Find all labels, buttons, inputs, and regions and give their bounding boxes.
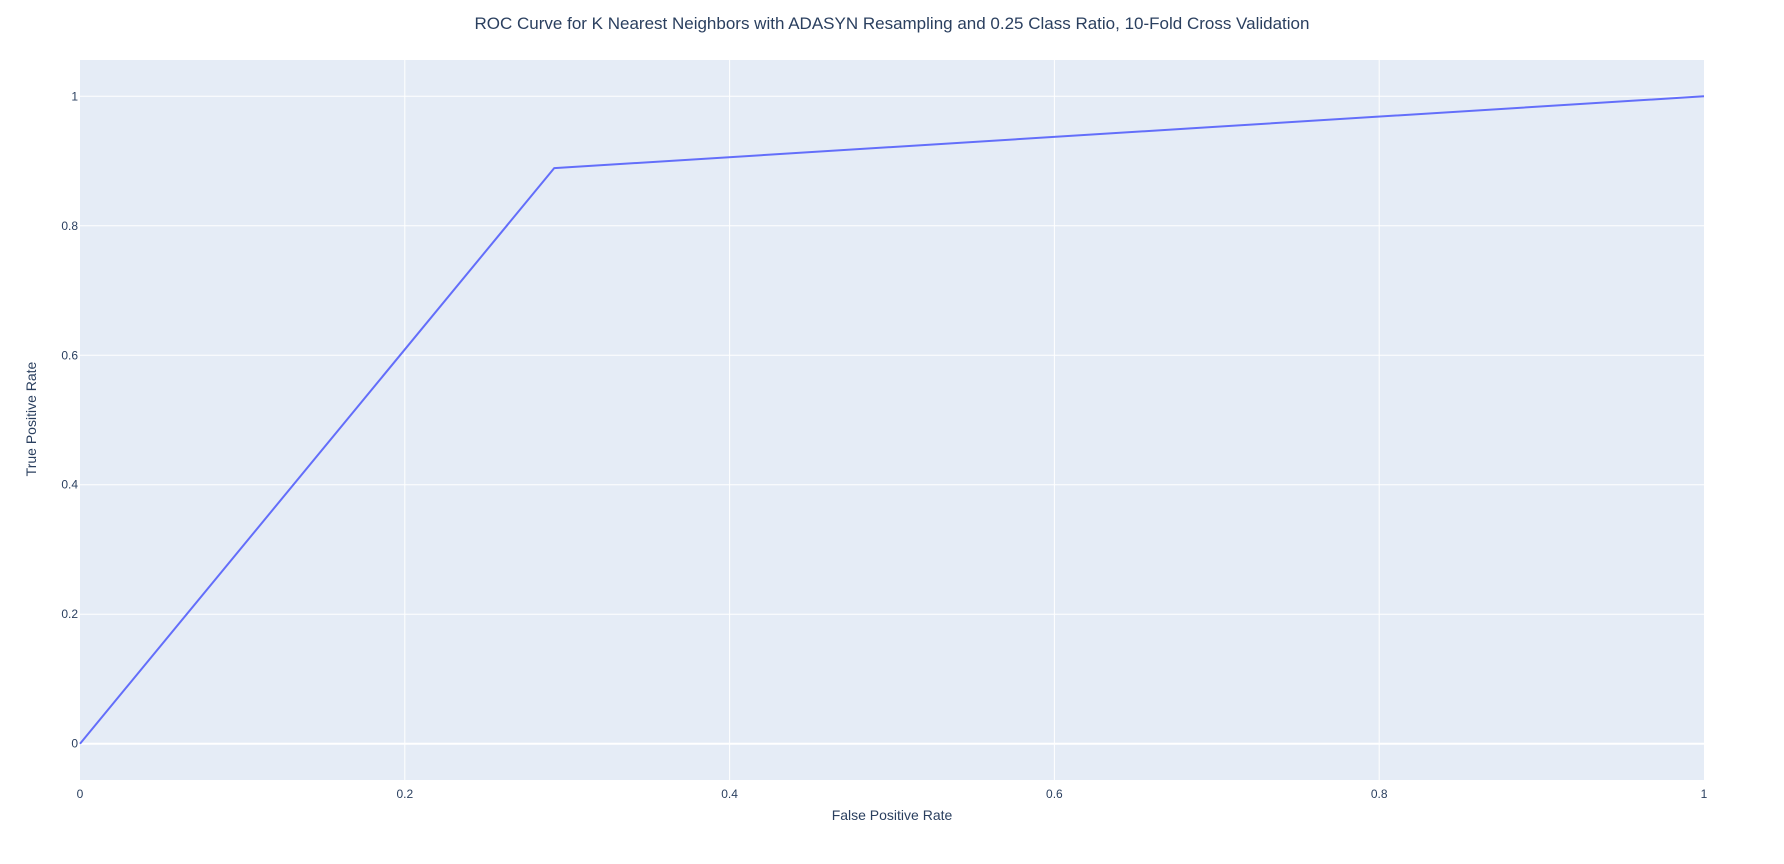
x-axis-ticks: 0 0.2 0.4 0.6 0.8 1 xyxy=(77,787,1708,801)
x-tick-label: 0.4 xyxy=(721,787,738,801)
y-tick-label: 0.6 xyxy=(61,348,78,362)
plot-area xyxy=(80,60,1704,780)
x-tick-label: 1 xyxy=(1701,787,1708,801)
y-axis-ticks: 0 0.2 0.4 0.6 0.8 1 xyxy=(61,89,78,750)
series-layer xyxy=(79,95,1705,745)
x-axis-title: False Positive Rate xyxy=(832,807,953,823)
grid-lines xyxy=(80,60,1704,780)
x-tick-label: 0.2 xyxy=(396,787,413,801)
chart-title: ROC Curve for K Nearest Neighbors with A… xyxy=(475,14,1310,33)
y-axis-title: True Positive Rate xyxy=(23,361,39,476)
y-tick-label: 0.8 xyxy=(61,219,78,233)
x-tick-label: 0 xyxy=(77,787,84,801)
y-tick-label: 0 xyxy=(71,737,78,751)
y-tick-label: 0.2 xyxy=(61,607,78,621)
y-tick-label: 0.4 xyxy=(61,478,78,492)
x-tick-label: 0.6 xyxy=(1046,787,1063,801)
x-tick-label: 0.8 xyxy=(1371,787,1388,801)
y-tick-label: 1 xyxy=(71,89,78,103)
roc-curve-line xyxy=(79,95,1705,745)
